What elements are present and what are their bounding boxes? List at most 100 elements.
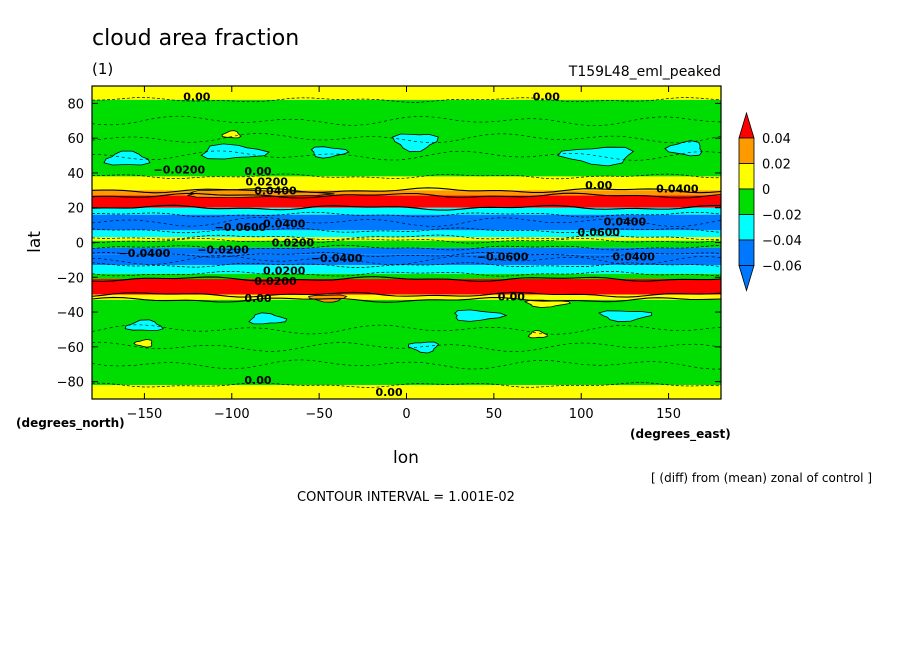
zonal-band-14 [92,279,721,295]
diff-note: [ (diff) from (mean) zonal of control ] [651,471,872,485]
zonal-band-3 [92,190,721,196]
contour-label-20: 0.00 [244,292,271,305]
contour-label-7: 0.0400 [254,184,297,197]
contour-labels: 0.00 0.00−0.0200 0.000.00 0.04000.02000.040… [119,90,699,399]
zonal-band-13 [92,273,721,280]
chart-title: cloud area fraction [92,26,299,51]
field-patch-7 [248,312,288,325]
colorbar-label-4: −0.04 [762,234,802,249]
contour-line-14 [92,276,721,283]
colorbar-label-2: 0 [762,183,770,198]
contour-line-16 [92,296,721,303]
colorbar-label-1: 0.02 [762,158,791,173]
contour-lines [92,97,721,388]
x-tick-label-2: −50 [305,407,332,422]
zonal-band-15 [92,294,721,300]
zonal-band-12 [92,265,721,274]
zonal-band-10 [92,247,721,255]
contour-line-11 [92,251,721,258]
field-patch-1 [200,143,270,160]
colorbar-over-triangle [738,111,755,139]
chart-subtitle-right: T159L48_eml_peaked [568,64,721,80]
y-tick-label-4: 0 [76,237,84,252]
contour-line-8 [92,234,721,241]
contour-line-12 [92,262,721,268]
zonal-bands [92,86,721,399]
contour-line-13 [92,270,721,277]
field-patch-8 [454,309,508,322]
x-axis-label: lon [393,448,419,468]
x-tick-label-5: 100 [569,407,594,422]
y-tick-label-3: −20 [57,271,84,286]
colorbar-segment-1 [738,163,755,190]
field-patch-6 [124,319,164,332]
contour-label-3: 0.00 [244,165,271,178]
contour-label-16: −0.0600 [477,250,529,263]
contour-label-2: −0.0200 [154,163,206,176]
colorbar-under-triangle [738,265,755,292]
contour-extra-3 [92,324,721,335]
field-patches [103,130,703,354]
contour-line-10 [92,244,721,251]
zonal-band-0 [92,86,721,100]
contour-line-6 [92,211,721,218]
colorbar: 0.04 0.02 0 −0.02 −0.04 −0.06 [738,111,802,292]
y-axis-ticks: −80 −60 −40 −20 0 20 40 60 80 [57,97,721,391]
field-patch-4 [557,146,635,167]
zonal-band-9 [92,240,721,248]
zonal-band-5 [92,207,721,215]
zonal-band-4 [92,195,721,208]
contour-line-2 [92,173,721,180]
contour-line-7 [92,227,721,234]
x-tick-label-6: 150 [656,407,681,422]
field-patch-10 [407,341,440,354]
field-patch-11 [133,339,153,348]
x-tick-label-3: 0 [402,407,410,422]
zonal-band-11 [92,254,721,266]
contour-line-3 [92,187,721,194]
field-patch-3 [391,133,439,153]
field-patch-12 [221,130,242,139]
contour-label-5: 0.0400 [656,183,699,196]
y-tick-label-6: 40 [67,167,84,182]
colorbar-label-5: −0.06 [762,260,802,275]
contour-label-13: −0.0400 [119,247,171,260]
x-axis-units: (degrees_east) [630,427,731,442]
y-tick-label-7: 60 [67,132,84,147]
field-patch-9 [598,310,653,323]
contour-interval-note: CONTOUR INTERVAL = 1.001E-02 [297,490,515,505]
y-tick-label-2: −40 [57,306,84,321]
x-tick-label-0: −150 [127,407,163,422]
y-axis-units: (degrees_north) [16,416,125,431]
contour-label-18: 0.0200 [263,264,306,277]
contour-label-9: 0.0400 [263,217,306,230]
contour-line-17 [92,382,721,388]
colorbar-segment-0 [738,137,755,164]
colorbar-segment-4 [738,239,755,266]
zonal-band-7 [92,230,721,238]
contour-line-15 [92,291,721,298]
contour-label-10: 0.0400 [604,216,647,229]
field-patch-0 [103,150,151,166]
contour-label-17: 0.0400 [612,250,655,263]
contour-line-5 [92,204,721,211]
chart-subtitle-left: (1) [92,60,113,78]
contour-line-1 [92,97,721,103]
contour-label-15: −0.0400 [311,252,363,265]
zonal-band-17 [92,385,721,399]
field-patch-2 [310,146,350,159]
contour-label-6: 0.0200 [245,176,288,189]
contour-label-11: 0.0600 [577,226,620,239]
x-tick-label-1: −100 [214,407,250,422]
field-patch-5 [664,140,703,157]
y-axis-label: lat [25,231,45,253]
zonal-band-8 [92,237,721,241]
contour-line-4 [92,192,721,199]
zonal-band-6 [92,214,721,231]
y-tick-label-1: −60 [57,341,84,356]
colorbar-label-3: −0.02 [762,209,802,224]
y-tick-label-8: 80 [67,97,84,112]
y-tick-label-0: −80 [57,376,84,391]
colorbar-segment-3 [738,214,755,241]
